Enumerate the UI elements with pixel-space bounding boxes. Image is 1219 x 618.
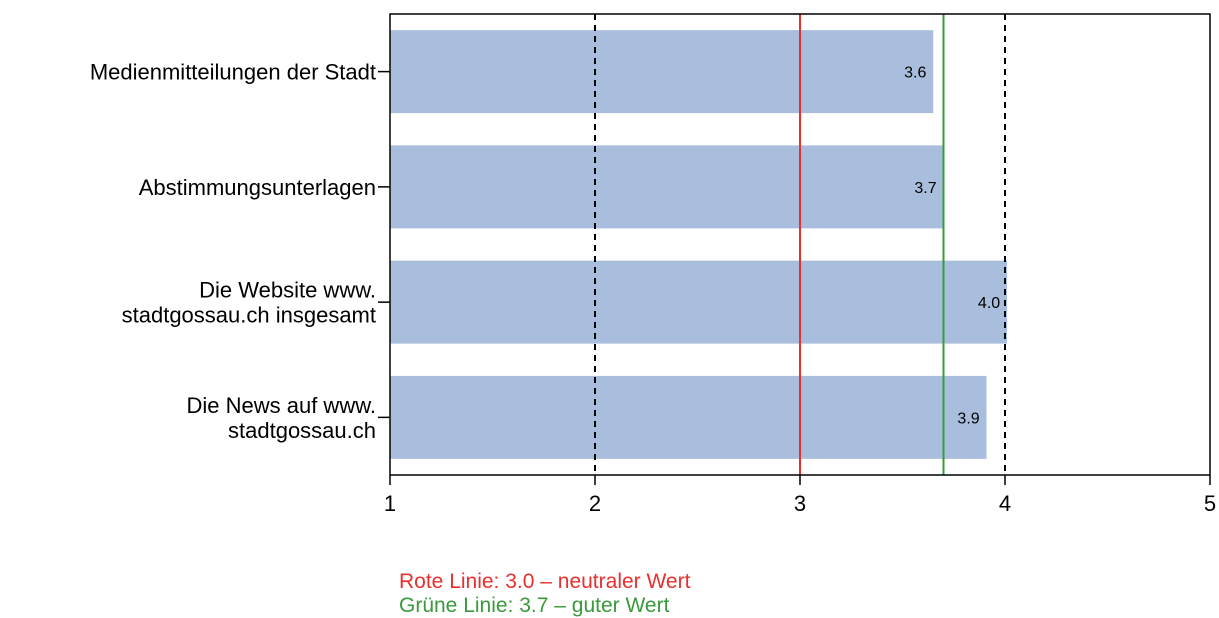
category-label: Die News auf www.: [186, 393, 376, 418]
value-label: 4.0: [978, 295, 1000, 312]
category-label: stadtgossau.ch: [228, 418, 376, 443]
category-label: stadtgossau.ch insgesamt: [122, 303, 376, 328]
value-label: 3.7: [914, 180, 936, 197]
category-labels-layer: Medienmitteilungen der Stadt Abstimmungsu…: [90, 60, 390, 443]
value-label: 3.9: [957, 410, 979, 427]
legend-red-line-text: Rote Linie: 3.0 – neutraler Wert: [399, 570, 691, 593]
x-tick-label: 3: [794, 491, 806, 516]
category-label: Abstimmungsunterlagen: [139, 175, 376, 200]
value-labels-layer: 3.6 3.7 4.0 3.9: [904, 65, 1000, 428]
reference-lines-layer: [799, 14, 945, 475]
axis-ticks-layer: 1 2 3 4 5: [384, 475, 1216, 516]
x-tick-label: 5: [1204, 491, 1216, 516]
bar: [390, 30, 934, 114]
bar: [390, 375, 987, 459]
x-tick-label: 2: [589, 491, 601, 516]
value-label: 3.6: [904, 65, 926, 82]
category-label: Die Website www.: [199, 278, 376, 303]
legend-green-line-text: Grüne Linie: 3.7 – guter Wert: [399, 594, 670, 617]
bars-layer: [390, 30, 1008, 459]
category-label: Medienmitteilungen der Stadt: [90, 60, 376, 85]
x-tick-label: 4: [999, 491, 1011, 516]
bar: [390, 260, 1008, 344]
bar: [390, 145, 944, 229]
x-tick-label: 1: [384, 491, 396, 516]
